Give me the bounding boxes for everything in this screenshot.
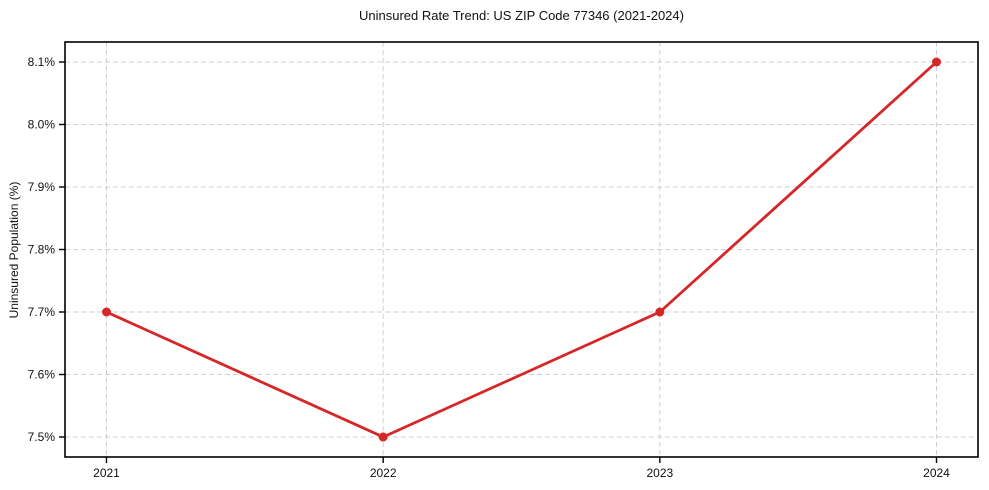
- y-tick-label: 7.7%: [28, 305, 56, 319]
- data-point-marker: [932, 57, 941, 67]
- y-tick-label: 7.8%: [28, 243, 56, 257]
- data-point-marker: [378, 432, 388, 442]
- plot-border: [64, 41, 979, 458]
- x-tick-label: 2021: [93, 466, 120, 480]
- data-point-marker: [102, 307, 111, 317]
- x-tick-label: 2023: [646, 466, 673, 480]
- y-tick-label: 7.6%: [28, 368, 56, 382]
- y-tick-label: 8.0%: [28, 118, 56, 132]
- x-tick-label: 2024: [923, 466, 950, 480]
- y-tick-label: 7.9%: [28, 180, 56, 194]
- chart-title: Uninsured Rate Trend: US ZIP Code 77346 …: [359, 8, 684, 23]
- x-tick-label: 2022: [370, 466, 397, 480]
- y-tick-label: 7.5%: [28, 430, 56, 444]
- trend-line: [105, 60, 938, 439]
- data-point-marker: [655, 307, 665, 317]
- y-tick-label: 8.1%: [28, 55, 56, 69]
